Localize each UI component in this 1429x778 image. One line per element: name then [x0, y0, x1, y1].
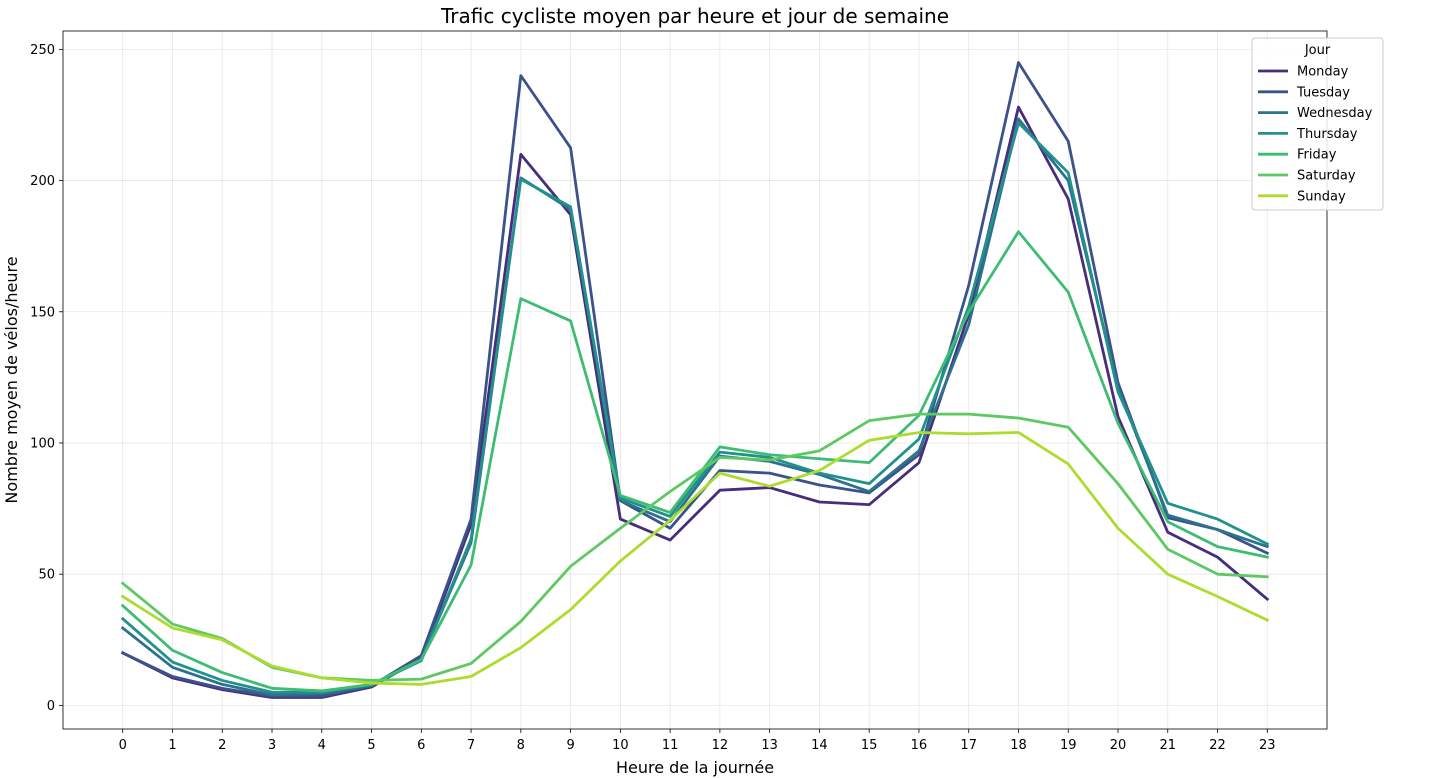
- legend-label: Thursday: [1296, 127, 1358, 142]
- x-tick-label: 17: [960, 738, 977, 753]
- legend-item-saturday: Saturday: [1258, 169, 1356, 184]
- series-line-sunday: [120, 431, 1270, 686]
- x-tick-label: 3: [268, 738, 276, 753]
- y-tick-label: 0: [47, 699, 55, 714]
- x-tick-label: 22: [1209, 738, 1226, 753]
- legend-label: Sunday: [1297, 189, 1346, 204]
- x-tick-label: 4: [318, 738, 326, 753]
- x-tick-label: 8: [517, 738, 525, 753]
- plot-frame: [62, 30, 1328, 730]
- x-tick-label: 16: [911, 738, 928, 753]
- axis-ticks: 0 1 2 3 4 5 6 7 8 9 10 11 12 13 14 15 16 17 18 19 20 21 22 2305…: [30, 43, 1275, 753]
- series-line-thursday: [120, 121, 1270, 694]
- x-tick-label: 5: [367, 738, 375, 753]
- x-tick-label: 7: [467, 738, 475, 753]
- legend-label: Tuesday: [1296, 85, 1350, 100]
- y-tick-label: 250: [30, 43, 55, 58]
- x-tick-label: 1: [168, 738, 176, 753]
- y-axis-label: Nombre moyen de vélos/heure: [2, 256, 21, 503]
- legend: Jour Monday Tuesday Wednesday Thursday Frida…: [1251, 37, 1384, 211]
- y-tick-label: 50: [38, 568, 55, 583]
- x-tick-label: 19: [1060, 738, 1077, 753]
- x-tick-label: 21: [1159, 738, 1176, 753]
- x-tick-label: 15: [861, 738, 878, 753]
- x-tick-label: 14: [811, 738, 828, 753]
- legend-item-sunday: Sunday: [1258, 189, 1346, 204]
- x-tick-label: 0: [119, 738, 127, 753]
- y-tick-label: 100: [30, 436, 55, 451]
- legend-items: Monday Tuesday Wednesday Thursday Friday Satu…: [1258, 65, 1373, 204]
- x-tick-label: 9: [566, 738, 574, 753]
- chart-title: Trafic cycliste moyen par heure et jour …: [440, 4, 949, 28]
- x-tick-label: 18: [1010, 738, 1027, 753]
- x-tick-label: 10: [612, 738, 629, 753]
- legend-item-wednesday: Wednesday: [1258, 106, 1373, 121]
- legend-item-thursday: Thursday: [1258, 127, 1358, 142]
- legend-item-monday: Monday: [1258, 65, 1349, 80]
- series-line-friday: [120, 230, 1269, 693]
- legend-box: [1251, 37, 1384, 211]
- x-tick-label: 13: [761, 738, 778, 753]
- x-tick-label: 2: [218, 738, 226, 753]
- y-tick-label: 150: [30, 305, 55, 320]
- legend-label: Friday: [1297, 148, 1337, 163]
- x-tick-label: 11: [662, 738, 679, 753]
- series-lines: [120, 61, 1270, 699]
- legend-item-friday: Friday: [1258, 148, 1337, 163]
- y-tick-label: 200: [30, 174, 55, 189]
- legend-title: Jour: [1304, 43, 1331, 58]
- series-line-tuesday: [120, 61, 1270, 698]
- x-tick-label: 23: [1259, 738, 1276, 753]
- x-tick-label: 12: [712, 738, 729, 753]
- grid: [63, 31, 1327, 729]
- x-tick-label: 20: [1110, 738, 1127, 753]
- legend-item-tuesday: Tuesday: [1258, 85, 1350, 100]
- legend-label: Wednesday: [1297, 106, 1373, 121]
- x-tick-label: 6: [417, 738, 425, 753]
- legend-label: Monday: [1297, 65, 1349, 80]
- x-axis-label: Heure de la journée: [616, 758, 774, 777]
- legend-label: Saturday: [1297, 169, 1356, 184]
